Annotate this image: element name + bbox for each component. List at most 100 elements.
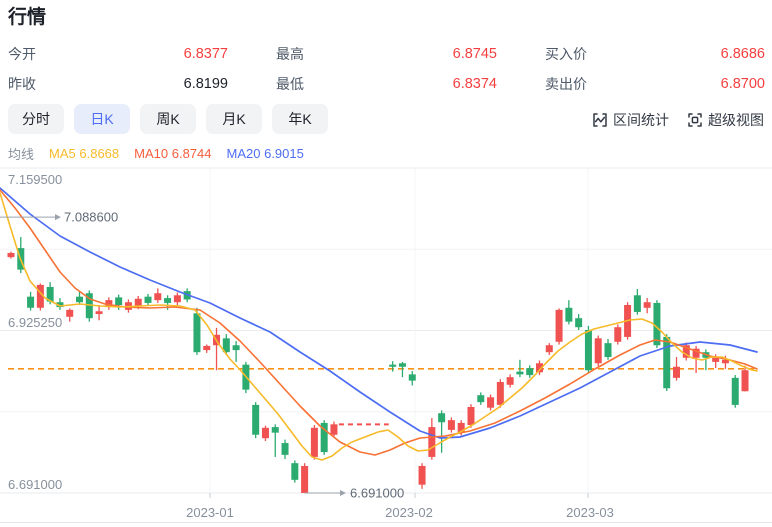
- candle-body: [154, 293, 162, 301]
- candle-body: [663, 336, 671, 389]
- candle-body: [398, 363, 406, 367]
- range-stats-button[interactable]: 区间统计: [592, 110, 669, 130]
- candle-body: [418, 465, 426, 485]
- candle-body: [467, 406, 475, 426]
- page-title: 行情: [8, 7, 47, 28]
- stat-prev-close-label: 昨收: [8, 76, 36, 92]
- candle-body: [36, 284, 44, 308]
- candle-body: [545, 345, 553, 353]
- super-view-icon: [688, 113, 702, 127]
- candle-body: [105, 300, 113, 308]
- candle-body: [614, 327, 622, 342]
- candle-body: [134, 298, 142, 307]
- stat-prev-close: 昨收 6.8199: [8, 69, 228, 99]
- y-axis-label: 7.159500: [8, 172, 62, 187]
- candle-body: [535, 363, 543, 373]
- stat-open-value: 6.8377: [183, 46, 228, 62]
- candle-body: [653, 302, 661, 346]
- stat-prev-close-value: 6.8199: [183, 76, 228, 92]
- stat-high-value: 6.8745: [452, 46, 497, 62]
- x-axis-label: 2023-02: [385, 505, 433, 520]
- super-view-button[interactable]: 超级视图: [687, 110, 764, 130]
- y-axis-label: 6.691000: [8, 477, 62, 492]
- candle-body: [203, 345, 211, 351]
- y-axis-label: 6.925250: [8, 315, 62, 330]
- tab-daily-k[interactable]: 日K: [74, 104, 130, 134]
- candle-body: [594, 338, 602, 364]
- candle-body: [496, 382, 504, 405]
- candle-body: [731, 377, 739, 405]
- stat-ask-label: 卖出价: [545, 76, 587, 92]
- candle-body: [643, 302, 651, 308]
- candle-body: [261, 427, 269, 439]
- candle-body: [408, 374, 416, 381]
- stat-open: 今开 6.8377: [8, 39, 228, 69]
- stat-open-label: 今开: [8, 46, 36, 62]
- candle-body: [27, 296, 35, 308]
- candle-body: [56, 302, 64, 308]
- candle-body: [447, 420, 455, 430]
- candle-body: [291, 463, 299, 480]
- candle-body: [173, 295, 181, 303]
- stat-low-value: 6.8374: [452, 76, 497, 92]
- quote-stats: 今开 6.8377 昨收 6.8199 最高 6.8745 最低 6.8374 …: [0, 30, 772, 99]
- x-axis-label: 2023-01: [186, 505, 234, 520]
- stat-ask-value: 6.8700: [720, 76, 765, 92]
- candle-body: [604, 343, 612, 358]
- ma10-legend: MA10 6.8744: [134, 146, 212, 161]
- ma-line: [0, 187, 758, 439]
- candle-body: [164, 298, 172, 303]
- candle-body: [232, 345, 240, 351]
- candle-body: [252, 404, 260, 435]
- candle-body: [487, 397, 495, 408]
- candle-body: [438, 413, 446, 423]
- range-stats-label: 区间统计: [613, 112, 669, 128]
- candle-body: [301, 465, 309, 493]
- high-marker-label: 7.088600: [64, 210, 118, 225]
- super-view-label: 超级视图: [708, 112, 764, 128]
- candle-body: [526, 368, 534, 376]
- tab-monthly-k[interactable]: 月K: [206, 104, 262, 134]
- x-axis-label: 2023-03: [566, 505, 614, 520]
- candlestick-chart[interactable]: 7.159500 6.925250 6.691000 2023-01 2023-02 20…: [0, 160, 772, 527]
- candle-body: [565, 307, 573, 322]
- ma20-legend: MA20 6.9015: [226, 146, 304, 161]
- candle-body: [477, 395, 485, 403]
- candle-body: [193, 313, 201, 353]
- stat-bid: 买入价 6.8686: [545, 39, 765, 69]
- tab-intraday[interactable]: 分时: [8, 104, 64, 134]
- stat-low: 最低 6.8374: [276, 69, 497, 99]
- ma-line: [0, 192, 758, 461]
- tab-yearly-k[interactable]: 年K: [272, 104, 328, 134]
- low-marker-label: 6.691000: [350, 486, 404, 501]
- candle-body: [330, 424, 338, 435]
- candle-body: [457, 422, 465, 433]
- stat-high: 最高 6.8745: [276, 39, 497, 69]
- stat-bid-label: 买入价: [545, 46, 587, 62]
- candle-body: [76, 296, 84, 303]
- period-tabs: 分时 日K 周K 月K 年K: [8, 104, 772, 134]
- low-marker-arrow: [340, 490, 346, 496]
- candle-body: [712, 357, 720, 362]
- candle-body: [310, 427, 318, 457]
- tab-weekly-k[interactable]: 周K: [140, 104, 196, 134]
- candle-body: [516, 371, 524, 375]
- candle-body: [281, 443, 289, 455]
- candle-body: [741, 370, 749, 392]
- candle-body: [389, 364, 397, 367]
- candle-body: [271, 427, 279, 433]
- candle-body: [320, 422, 328, 453]
- stat-high-label: 最高: [276, 46, 304, 62]
- candle-body: [115, 297, 123, 306]
- ma-legend: 均线 MA5 6.8668 MA10 6.8744 MA20 6.9015: [8, 144, 772, 163]
- ma5-legend: MA5 6.8668: [49, 146, 120, 161]
- candle-body: [144, 296, 152, 303]
- candle-body: [46, 286, 54, 302]
- candle-body: [692, 348, 700, 358]
- candle-body: [584, 329, 592, 371]
- candle-body: [721, 359, 729, 364]
- stat-bid-value: 6.8686: [720, 46, 765, 62]
- candle-body: [682, 345, 690, 358]
- candle-body: [428, 427, 436, 457]
